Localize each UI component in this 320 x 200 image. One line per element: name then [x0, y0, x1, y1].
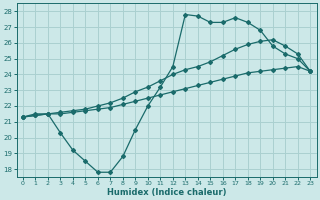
X-axis label: Humidex (Indice chaleur): Humidex (Indice chaleur)	[107, 188, 226, 197]
